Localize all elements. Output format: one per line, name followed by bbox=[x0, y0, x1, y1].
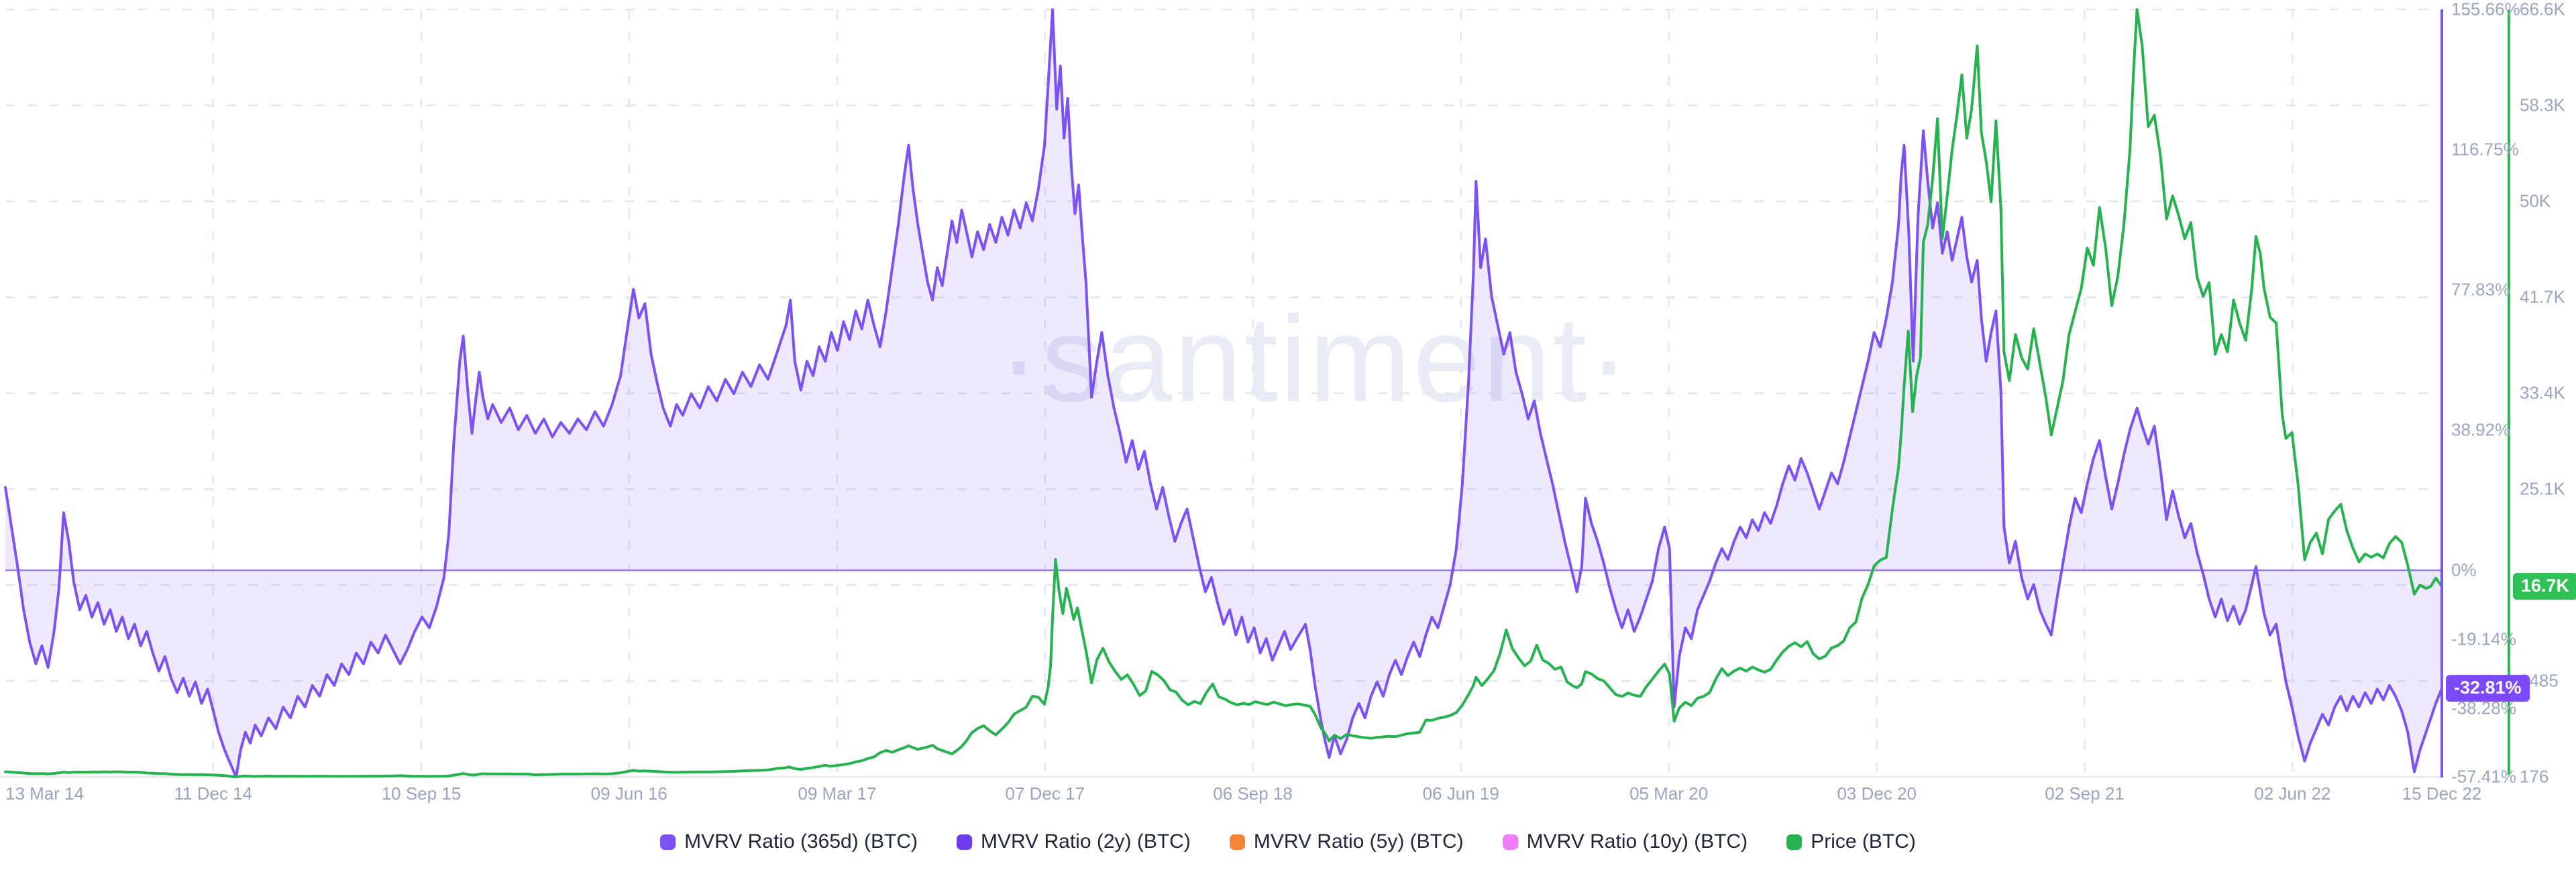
legend-marker-icon bbox=[1502, 834, 1518, 850]
percent-axis-label: 77.83% bbox=[2451, 279, 2511, 300]
legend: MVRV Ratio (365d) (BTC) MVRV Ratio (2y) (… bbox=[0, 830, 2576, 853]
legend-item-label: MVRV Ratio (2y) (BTC) bbox=[981, 830, 1191, 853]
legend-marker-icon bbox=[1786, 834, 1803, 850]
legend-marker-icon bbox=[660, 834, 676, 850]
price-axis-label: 25.1K bbox=[2520, 478, 2565, 499]
legend-item[interactable]: MVRV Ratio (365d) (BTC) bbox=[660, 830, 918, 853]
price-axis-label: 33.4K bbox=[2520, 382, 2565, 403]
date-axis-label: 10 Sep 15 bbox=[381, 783, 462, 804]
date-axis-label: 06 Jun 19 bbox=[1422, 783, 1499, 804]
legend-item-label: MVRV Ratio (5y) (BTC) bbox=[1253, 830, 1464, 853]
date-axis-label: 11 Dec 14 bbox=[174, 783, 253, 804]
legend-item[interactable]: MVRV Ratio (5y) (BTC) bbox=[1229, 830, 1464, 853]
date-axis-label: 02 Jun 22 bbox=[2254, 783, 2331, 804]
date-axis-label: 02 Sep 21 bbox=[2045, 783, 2125, 804]
legend-item[interactable]: MVRV Ratio (10y) (BTC) bbox=[1502, 830, 1748, 853]
price-axis-label: 41.7K bbox=[2520, 286, 2565, 307]
percent-axis-label: -19.14% bbox=[2451, 629, 2516, 649]
legend-marker-icon bbox=[1229, 834, 1245, 850]
price-current-value-badge: 16.7K bbox=[2513, 573, 2576, 600]
percent-axis-label: 0% bbox=[2451, 559, 2477, 580]
price-axis-label: 176 bbox=[2520, 766, 2549, 787]
price-line bbox=[4, 8, 2443, 779]
date-axis-label: 09 Jun 16 bbox=[590, 783, 667, 804]
legend-marker-icon bbox=[957, 834, 973, 850]
date-axis-label: 03 Dec 20 bbox=[1837, 783, 1917, 804]
legend-item-label: Price (BTC) bbox=[1811, 830, 1916, 853]
percent-axis-label: 38.92% bbox=[2451, 419, 2511, 440]
percent-axis-label: -57.41% bbox=[2451, 766, 2516, 787]
price-axis-label: 58.3K bbox=[2520, 95, 2565, 115]
date-axis-label: 15 Dec 22 bbox=[2402, 783, 2482, 804]
date-axis-label: 06 Sep 18 bbox=[1213, 783, 1293, 804]
date-axis-label: 09 Mar 17 bbox=[798, 783, 877, 804]
percent-axis-label: 155.66% bbox=[2451, 0, 2520, 19]
legend-item-label: MVRV Ratio (365d) (BTC) bbox=[684, 830, 918, 853]
price-axis-label: 50K bbox=[2520, 190, 2551, 211]
legend-item-label: MVRV Ratio (10y) (BTC) bbox=[1526, 830, 1748, 853]
percent-axis-label: 116.75% bbox=[2451, 139, 2519, 160]
mvrv-line bbox=[4, 8, 2443, 779]
legend-item[interactable]: Price (BTC) bbox=[1786, 830, 1916, 853]
mvrv-current-value-badge: -32.81% bbox=[2446, 675, 2530, 702]
date-axis-label: 07 Dec 17 bbox=[1005, 783, 1085, 804]
date-axis-label: 05 Mar 20 bbox=[1629, 783, 1709, 804]
legend-item[interactable]: MVRV Ratio (2y) (BTC) bbox=[957, 830, 1191, 853]
price-axis-label: 66.6K bbox=[2520, 0, 2565, 19]
date-axis-label: 13 Mar 14 bbox=[5, 783, 85, 804]
